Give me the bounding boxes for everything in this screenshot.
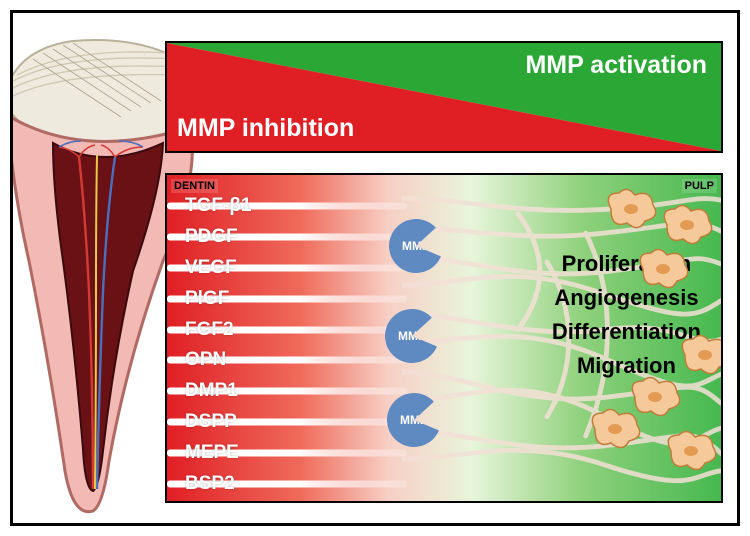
gf-label: DSPP [185, 411, 237, 433]
dentin-pulp-panel: DENTIN PULP TGF-β1 [165, 173, 723, 503]
activation-label: MMP activation [525, 51, 707, 80]
gf-label: PlGF [185, 288, 229, 310]
gf-label: BSP2 [185, 473, 235, 495]
gf-label: DMP1 [185, 380, 238, 402]
pulp-cell-icon [637, 247, 689, 289]
gf-label: TGF-β1 [185, 195, 251, 217]
gf-row: BSP2 [167, 471, 721, 497]
pulp-cell-icon [665, 429, 717, 471]
gf-label: VEGF [185, 257, 237, 279]
gf-label: FGF2 [185, 319, 234, 341]
gf-label: OPN [185, 349, 226, 371]
pulp-cell-icon [629, 375, 681, 417]
inhibition-label: MMP inhibition [177, 114, 354, 143]
gf-label: PDGF [185, 226, 238, 248]
pulp-cell-icon [679, 333, 723, 375]
dentin-tag: DENTIN [171, 179, 218, 193]
gf-label: MEPE [185, 442, 239, 464]
figure-frame: MMP activation MMP inhibition DENTIN PUL… [10, 10, 740, 526]
pulp-cell-icon [605, 187, 657, 229]
pulp-cell-icon [661, 203, 713, 245]
mmp-gradient-triangles: MMP activation MMP inhibition [165, 41, 723, 153]
